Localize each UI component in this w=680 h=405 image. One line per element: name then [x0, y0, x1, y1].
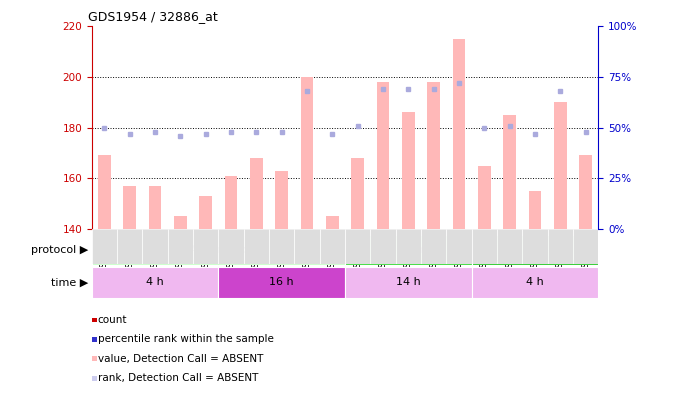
Text: percentile rank within the sample: percentile rank within the sample	[97, 335, 273, 344]
Bar	[320, 229, 345, 264]
Bar	[522, 229, 548, 264]
Bar	[548, 229, 573, 264]
Text: GDS1954 / 32886_at: GDS1954 / 32886_at	[88, 10, 218, 23]
Bar	[199, 196, 212, 229]
Bar	[503, 115, 516, 229]
Bar	[573, 229, 598, 264]
Bar	[92, 267, 218, 298]
Bar	[98, 156, 111, 229]
Bar	[218, 267, 345, 298]
Bar	[168, 229, 193, 264]
Bar	[396, 229, 421, 264]
Text: Enzo: Enzo	[522, 245, 549, 255]
Bar	[472, 235, 598, 265]
Bar	[225, 176, 237, 229]
Bar	[377, 82, 390, 229]
Text: value, Detection Call = ABSENT: value, Detection Call = ABSENT	[97, 354, 263, 364]
Bar	[472, 229, 497, 264]
Bar	[275, 171, 288, 229]
Text: time ▶: time ▶	[51, 277, 88, 288]
Text: CodeLink: CodeLink	[383, 245, 434, 255]
Bar	[193, 229, 218, 264]
Bar	[250, 158, 262, 229]
Bar	[579, 156, 592, 229]
Bar	[294, 229, 320, 264]
Bar	[529, 191, 541, 229]
Bar	[497, 229, 522, 264]
Bar	[446, 229, 472, 264]
Bar	[117, 229, 143, 264]
Bar	[92, 235, 345, 265]
Bar	[218, 229, 243, 264]
Text: 4 h: 4 h	[526, 277, 544, 288]
Bar	[149, 186, 161, 229]
Text: protocol ▶: protocol ▶	[31, 245, 88, 255]
Bar	[453, 39, 465, 229]
Bar	[269, 229, 294, 264]
Bar	[352, 158, 364, 229]
Bar	[428, 82, 440, 229]
Bar	[301, 77, 313, 229]
Bar	[124, 186, 136, 229]
Bar	[345, 235, 472, 265]
Text: rank, Detection Call = ABSENT: rank, Detection Call = ABSENT	[97, 373, 258, 383]
Bar	[371, 229, 396, 264]
Bar	[472, 267, 598, 298]
Bar	[92, 229, 117, 264]
Bar	[326, 216, 339, 229]
Bar	[143, 229, 168, 264]
Bar	[402, 112, 415, 229]
Bar	[243, 229, 269, 264]
Bar	[345, 229, 371, 264]
Text: 14 h: 14 h	[396, 277, 421, 288]
Text: 4 h: 4 h	[146, 277, 164, 288]
Text: Affymetrix: Affymetrix	[190, 245, 248, 255]
Bar	[345, 267, 472, 298]
Bar	[478, 166, 491, 229]
Bar	[421, 229, 446, 264]
Bar	[554, 102, 566, 229]
Bar	[174, 216, 187, 229]
Text: 16 h: 16 h	[269, 277, 294, 288]
Text: count: count	[97, 315, 127, 325]
